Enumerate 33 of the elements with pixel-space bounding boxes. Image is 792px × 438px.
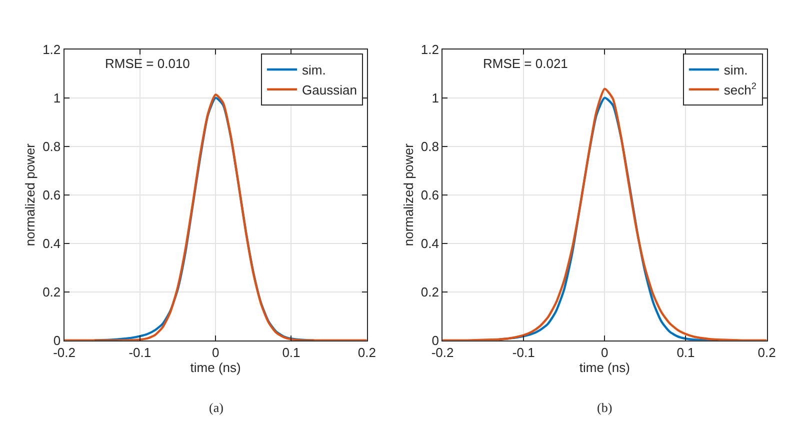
x-axis-title: time (ns) xyxy=(190,360,241,375)
y-tick-label: 0.4 xyxy=(420,236,439,251)
y-tick-label: 0.2 xyxy=(42,284,61,300)
legend-label: sim. xyxy=(302,62,326,78)
legend-label: sech$^{2}$ xyxy=(724,80,756,98)
annotation: RMSE = 0.010 xyxy=(105,56,190,71)
x-tick-label: 0.2 xyxy=(758,344,776,360)
legend-label: sim. xyxy=(724,62,748,78)
line-series xyxy=(64,94,367,340)
annotation: RMSE = 0.021 xyxy=(483,56,568,71)
y-axis-title: normalized power xyxy=(22,142,38,246)
x-axis-title: time (ns) xyxy=(579,360,630,375)
y-axis-title: normalized power xyxy=(400,142,416,246)
x-tick-label: 0 xyxy=(601,344,608,360)
x-tick-label: -0.1 xyxy=(128,344,152,360)
x-tick-label: 0.1 xyxy=(676,344,695,360)
y-tick-label: 0.8 xyxy=(420,138,439,154)
y-tick-label: 0.2 xyxy=(420,284,439,300)
x-tick-label: 0.1 xyxy=(282,344,300,360)
text: (b) xyxy=(597,400,612,415)
x-tick-label: -0.1 xyxy=(512,344,535,360)
y-tick-label: 0.6 xyxy=(42,187,61,202)
y-tick-label: 1 xyxy=(432,90,439,106)
x-tick-label: 0 xyxy=(212,344,220,360)
y-tick-label: 0.6 xyxy=(420,187,439,202)
y-tick-label: 0.8 xyxy=(42,138,61,154)
legend-label: Gaussian xyxy=(302,82,357,98)
y-tick-label: 1.2 xyxy=(420,42,439,57)
text: (a) xyxy=(209,400,224,415)
y-tick-label: 1 xyxy=(53,90,61,106)
y-tick-label: 1.2 xyxy=(42,42,61,57)
y-tick-label: 0.4 xyxy=(42,236,61,251)
x-tick-label: 0.2 xyxy=(358,344,376,360)
